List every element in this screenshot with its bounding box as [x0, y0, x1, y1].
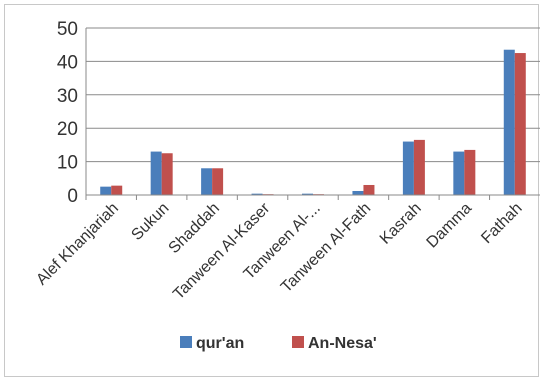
bar-1-6 — [413, 139, 425, 195]
legend-label-0: qur'an — [196, 335, 244, 352]
bar-1-7 — [464, 149, 476, 195]
bar-1-2 — [212, 168, 224, 195]
legend-swatch-0 — [180, 336, 192, 348]
bar-0-2 — [201, 168, 213, 195]
gridlines — [86, 27, 540, 163]
bar-0-7 — [453, 151, 465, 195]
bars — [100, 49, 526, 196]
bar-0-0 — [100, 186, 112, 195]
bar-0-1 — [150, 151, 162, 195]
bar-1-5 — [363, 184, 375, 195]
y-tick-labels: 0 10 20 30 40 50 — [57, 19, 78, 207]
legend-swatch-1 — [292, 336, 304, 348]
bar-1-0 — [111, 185, 123, 195]
chart-frame: 0 10 20 30 40 50 Alef Khanjariah Sukun Shaddah T… — [4, 4, 540, 377]
category-label-7: Damma — [424, 200, 476, 252]
legend: qur'an An-Nesa' — [180, 335, 377, 352]
bar-1-8 — [514, 53, 526, 195]
bar-0-5 — [352, 190, 364, 195]
bar-chart: 0 10 20 30 40 50 Alef Khanjariah SukunShaddahT… — [33, 19, 540, 352]
category-label-0: Alef Khanjariah — [33, 200, 122, 289]
bar-0-6 — [402, 141, 414, 195]
category-label-5: Tanween Al-Fath — [278, 200, 374, 296]
category-label-1: Sukun — [128, 200, 172, 244]
y-tick-label-50: 50 — [57, 19, 78, 40]
y-tick-label-20: 20 — [57, 119, 78, 140]
category-label-3: Tanween Al-Kaser — [170, 199, 274, 303]
category-label-6: Kasrah — [377, 200, 425, 248]
bar-0-4 — [302, 193, 313, 195]
axes — [85, 28, 540, 200]
y-tick-label-40: 40 — [57, 52, 78, 73]
bar-0-3 — [251, 193, 263, 195]
y-tick-label-10: 10 — [57, 153, 78, 174]
category-label-8: Fathah — [478, 200, 525, 247]
bar-0-8 — [503, 49, 515, 196]
y-tick-label-30: 30 — [57, 86, 78, 107]
y-tick-label-0: 0 — [67, 186, 78, 207]
legend-label-1: An-Nesa' — [308, 335, 377, 352]
bar-1-1 — [161, 153, 173, 195]
